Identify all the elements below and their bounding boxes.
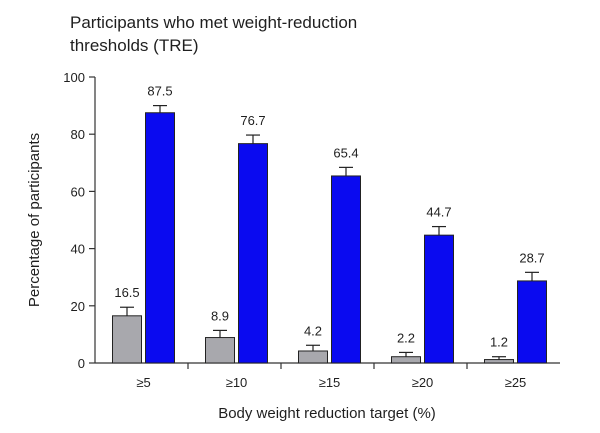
y-tick-label: 0 — [78, 356, 85, 371]
data-label: 44.7 — [426, 205, 451, 220]
x-axis: ≥5 ≥10 ≥15 ≥20 ≥25 — [95, 362, 560, 390]
y-axis: 0 20 40 60 80 100 — [63, 70, 96, 371]
data-label: 16.5 — [114, 285, 139, 300]
y-tick-label: 60 — [71, 184, 85, 199]
y-tick-label: 100 — [63, 70, 85, 85]
y-tick-label: 80 — [71, 127, 85, 142]
data-label: 65.4 — [333, 145, 358, 160]
y-tick-label: 20 — [71, 299, 85, 314]
data-label: 76.7 — [240, 113, 265, 128]
x-tick-label: ≥25 — [505, 375, 527, 390]
data-label: 1.2 — [490, 335, 508, 350]
bar — [238, 143, 268, 364]
data-label: 2.2 — [397, 330, 415, 345]
value-labels: 16.5 87.5 8.9 76.7 4.2 65.4 2.2 44.7 1.2 28.7 — [114, 84, 544, 350]
bar — [145, 112, 175, 364]
x-tick-label: ≥20 — [412, 375, 434, 390]
bar — [391, 356, 421, 364]
chart-title-line-1: Participants who met weight-reduction — [70, 13, 357, 32]
y-axis-title: Percentage of participants — [26, 133, 43, 307]
data-label: 28.7 — [519, 250, 544, 265]
bar — [205, 337, 235, 364]
bar — [298, 350, 328, 364]
x-tick-label: ≥5 — [136, 375, 150, 390]
bar — [112, 315, 142, 364]
data-label: 87.5 — [147, 84, 172, 99]
bar — [424, 234, 454, 364]
data-label: 8.9 — [211, 308, 229, 323]
bar — [484, 359, 514, 364]
bar — [517, 280, 547, 364]
data-label: 4.2 — [304, 323, 322, 338]
x-axis-title: Body weight reduction target (%) — [218, 405, 436, 422]
x-tick-label: ≥10 — [226, 375, 248, 390]
bars — [112, 104, 547, 364]
chart-title-line-2: thresholds (TRE) — [70, 36, 198, 55]
y-tick-label: 40 — [71, 242, 85, 257]
x-tick-label: ≥15 — [319, 375, 341, 390]
bar — [331, 175, 361, 364]
